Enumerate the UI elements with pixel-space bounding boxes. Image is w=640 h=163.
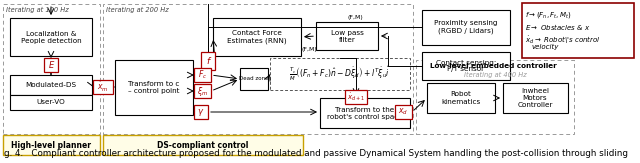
Bar xyxy=(316,22,378,50)
Bar xyxy=(240,68,268,90)
Text: $f \rightarrow (F_n, F_t, M_t)$: $f \rightarrow (F_n, F_t, M_t)$ xyxy=(525,10,572,20)
Text: Low pass
filter: Low pass filter xyxy=(331,30,364,43)
Text: (F,M): (F,M) xyxy=(348,15,364,21)
Text: $\dot{x}_m$: $\dot{x}_m$ xyxy=(97,80,109,94)
Bar xyxy=(522,3,634,58)
Bar xyxy=(201,52,215,70)
Bar xyxy=(422,52,510,80)
Text: velocity: velocity xyxy=(532,44,559,50)
Bar xyxy=(503,83,568,113)
Text: g. 4.   Compliant controller architecture proposed for the modulated and passive: g. 4. Compliant controller architecture … xyxy=(4,149,628,158)
Text: Inwheel
Motors
Controller: Inwheel Motors Controller xyxy=(517,88,553,108)
Bar xyxy=(115,60,193,115)
Bar xyxy=(10,75,92,95)
Text: DS-compliant control: DS-compliant control xyxy=(157,141,249,149)
Text: E: E xyxy=(49,60,54,69)
Bar xyxy=(395,105,412,119)
Text: Proximity sensing
(RGBD / Lidars): Proximity sensing (RGBD / Lidars) xyxy=(435,20,498,34)
Text: $\dot{x}_{d+1}$: $\dot{x}_{d+1}$ xyxy=(347,91,365,103)
Text: Transform to the
robot's control space: Transform to the robot's control space xyxy=(327,106,403,119)
Bar xyxy=(320,98,410,128)
Text: $x_d$: $x_d$ xyxy=(399,107,408,117)
Bar xyxy=(3,135,100,155)
Bar xyxy=(44,58,58,72)
Text: Dead zone: Dead zone xyxy=(239,76,269,82)
Bar xyxy=(3,4,100,134)
Bar xyxy=(416,60,574,134)
Text: Localization &
People detection: Localization & People detection xyxy=(20,30,81,44)
Bar xyxy=(194,105,208,119)
Text: f: f xyxy=(207,57,209,66)
Text: Iterating at 400 Hz: Iterating at 400 Hz xyxy=(463,72,526,78)
Text: Transform to c
– control point: Transform to c – control point xyxy=(128,81,180,94)
Text: High-level planner: High-level planner xyxy=(11,141,91,149)
Bar xyxy=(10,95,92,110)
Text: $\frac{T_c}{M}\left((F_n+F_c)\hat{n}-D\dot{\xi}_d\right)+l^T\dot{\xi}_u\hat{i}$: $\frac{T_c}{M}\left((F_n+F_c)\hat{n}-D\d… xyxy=(289,65,391,83)
Text: $F_c$: $F_c$ xyxy=(198,69,207,81)
Text: $E \rightarrow$ Obstacles & $x$: $E \rightarrow$ Obstacles & $x$ xyxy=(525,22,591,32)
Text: Contact sensing:
F/T sensor: Contact sensing: F/T sensor xyxy=(436,59,496,73)
Text: User-VO: User-VO xyxy=(36,99,65,105)
Bar xyxy=(103,4,413,134)
Text: $\dot{x}_d \rightarrow$ Robot\'s control: $\dot{x}_d \rightarrow$ Robot\'s control xyxy=(525,34,601,46)
Bar xyxy=(422,10,510,45)
Bar xyxy=(194,68,211,82)
Bar xyxy=(427,83,495,113)
Bar xyxy=(345,90,367,104)
Text: $\gamma$: $\gamma$ xyxy=(197,106,205,118)
Text: (F,M): (F,M) xyxy=(301,47,317,52)
Bar xyxy=(93,80,113,94)
Bar xyxy=(270,58,410,90)
Text: Iterating at 100 Hz: Iterating at 100 Hz xyxy=(6,7,68,13)
Text: $\xi_m$: $\xi_m$ xyxy=(197,84,208,97)
Bar xyxy=(103,135,303,155)
Text: Contact Force
Estimates (RNN): Contact Force Estimates (RNN) xyxy=(227,30,287,44)
Text: Robot
kinematics: Robot kinematics xyxy=(442,91,481,104)
Bar xyxy=(194,84,211,98)
Text: Low-level embedded controller: Low-level embedded controller xyxy=(430,63,557,69)
Bar xyxy=(10,18,92,56)
Text: Iterating at 200 Hz: Iterating at 200 Hz xyxy=(106,7,169,13)
Bar xyxy=(213,18,301,56)
Text: Modulated-DS: Modulated-DS xyxy=(26,82,77,88)
